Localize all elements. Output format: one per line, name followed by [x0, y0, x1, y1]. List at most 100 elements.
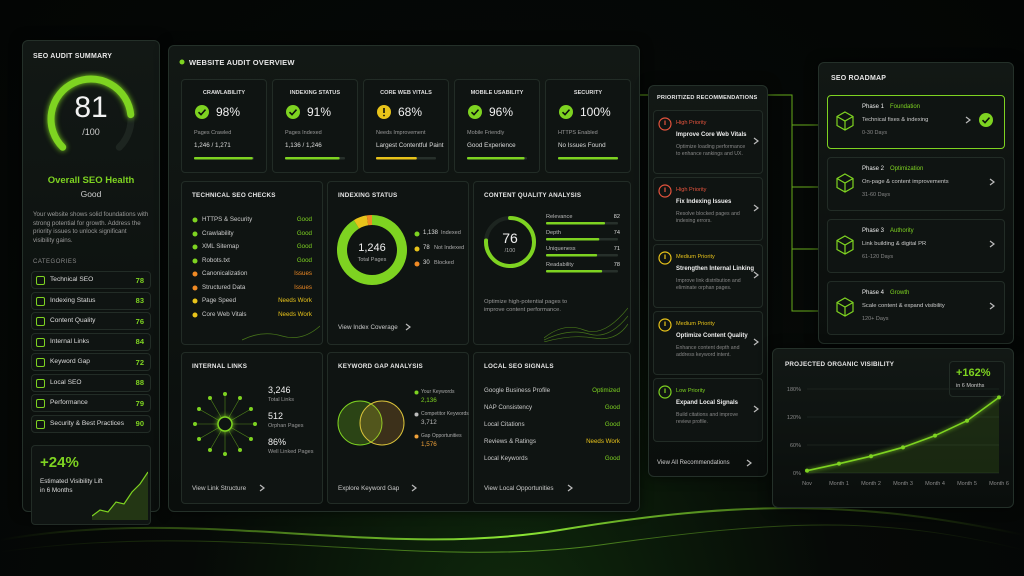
- chevron-icon: [753, 338, 759, 346]
- card-title: INDEXING STATUS: [289, 90, 341, 96]
- category-name: Keyword Gap: [50, 358, 90, 365]
- x-tick-label: Month 2: [861, 481, 881, 487]
- headline-box: +162% in 6 Months: [949, 361, 1005, 397]
- card-title: MOBILE USABILITY: [470, 90, 524, 96]
- chevron: [753, 338, 759, 346]
- dot: [192, 298, 198, 304]
- check-name: Crawlability: [202, 229, 234, 237]
- metric-name: Depth: [546, 230, 561, 236]
- dot: [192, 231, 198, 236]
- check: [197, 109, 207, 116]
- bar: [546, 238, 600, 241]
- recommendation-title: Fix Indexing Issues: [676, 199, 732, 205]
- check-status: Good: [296, 216, 312, 223]
- panel-title: TECHNICAL SEO CHECKS: [192, 192, 276, 199]
- recommendation-card: High Priority Improve Core Web Vitals Opti…: [653, 110, 763, 174]
- status-icon: [195, 105, 209, 119]
- panel-title: SEO AUDIT SUMMARY: [33, 53, 113, 60]
- donut-segment: [353, 215, 369, 229]
- priority: Medium Priority: [676, 254, 715, 260]
- category-row: Internal Links 84: [31, 332, 151, 351]
- status-dot: [192, 285, 198, 290]
- category-value: 72: [135, 357, 144, 367]
- icon-circle: [195, 105, 209, 119]
- chevron-icon: [753, 405, 759, 413]
- cube: [836, 111, 854, 131]
- signal-name: Local Citations: [484, 421, 525, 428]
- status-dot: [192, 244, 198, 250]
- dot: [192, 258, 198, 263]
- phase-label: Phase 1: [862, 104, 885, 110]
- done-circle: [979, 113, 993, 127]
- link: View Local Opportunities: [484, 485, 554, 492]
- category-icon: [36, 317, 45, 326]
- chevron: [989, 178, 995, 186]
- stat-value: 3,246: [268, 385, 291, 395]
- phase-card: Phase 4 Growth Scale content & expand visi…: [827, 281, 1005, 335]
- score-label: Overall SEO Health: [47, 175, 135, 186]
- check-status: Issues: [294, 270, 312, 277]
- recommendation-title: Improve Core Web Vitals: [676, 132, 747, 138]
- card-line1: Pages Indexed: [285, 130, 322, 136]
- card-percent: 91%: [307, 105, 332, 119]
- status-dot: [192, 312, 198, 317]
- priority: Low Priority: [676, 388, 706, 394]
- note: Optimize high-potential pages to improve…: [484, 299, 568, 314]
- chevron: [753, 271, 759, 279]
- headline-label: in 6 Months: [956, 383, 985, 389]
- chevron-icon: [259, 484, 265, 492]
- dot: [192, 285, 198, 290]
- panel-title: PROJECTED ORGANIC VISIBILITY: [785, 361, 895, 368]
- icon-box: [36, 317, 45, 326]
- chevron-icon: [405, 323, 411, 331]
- keyword-label: Your Keywords: [421, 389, 455, 395]
- chevron-icon: [965, 116, 971, 124]
- phase-icon: [836, 173, 854, 193]
- progress: [558, 157, 618, 160]
- chevron-icon: [989, 240, 995, 248]
- check-name: XML Sitemap: [202, 243, 239, 250]
- progress-bar: [194, 157, 253, 160]
- check-name: Canonicalization: [202, 270, 248, 277]
- stat-label: Total Links: [268, 397, 294, 403]
- progress-bar: [376, 157, 417, 160]
- category-icon: [36, 419, 45, 429]
- network-node: [238, 396, 242, 401]
- panel-title: INTERNAL LINKS: [192, 363, 248, 370]
- card-percent: 68%: [398, 105, 423, 119]
- recommendation-title: Expand Local Signals: [676, 400, 739, 406]
- rating: Good: [80, 189, 102, 199]
- signal-status: Optimized: [592, 387, 620, 394]
- title-dot: [179, 59, 185, 65]
- chevron: [753, 405, 759, 413]
- progress: [285, 157, 345, 160]
- link: View Index Coverage: [338, 324, 398, 331]
- dot: [414, 231, 420, 237]
- chevron-icon: [567, 484, 573, 492]
- signal-status: Good: [604, 421, 620, 428]
- status-icon: [468, 105, 482, 119]
- category-icon: [36, 296, 45, 306]
- stat-value: 512: [268, 411, 284, 421]
- category-name: Technical SEO: [50, 276, 94, 283]
- progress-bar: [558, 157, 618, 160]
- chevron: [965, 116, 971, 124]
- icon-ring: [658, 184, 672, 198]
- keyword-label: Gap Opportunities: [421, 433, 462, 439]
- metric-name: Relevance: [546, 214, 573, 220]
- y-tick-label: 120%: [787, 415, 801, 421]
- headline-value: +162%: [956, 367, 991, 379]
- category-row: Technical SEO 78: [31, 271, 151, 289]
- local-seo-card: LOCAL SEO SIGNALS Google Business Profile…: [473, 352, 631, 504]
- metric-value: 78: [613, 262, 620, 268]
- panel-title: PRIORITIZED RECOMMENDATIONS: [657, 95, 758, 101]
- point: [965, 418, 969, 423]
- check-status: Needs Work: [278, 310, 312, 318]
- category-value: 76: [135, 316, 144, 326]
- network-node: [193, 422, 197, 426]
- category-row: Security & Best Practices 90: [31, 414, 151, 433]
- category-value: 78: [135, 275, 144, 285]
- indexing-card: INDEXING STATUS 1,246 Total Pages 1,138 Inde…: [327, 181, 469, 345]
- phase-name: Foundation: [890, 104, 921, 110]
- icon-box: [36, 296, 45, 306]
